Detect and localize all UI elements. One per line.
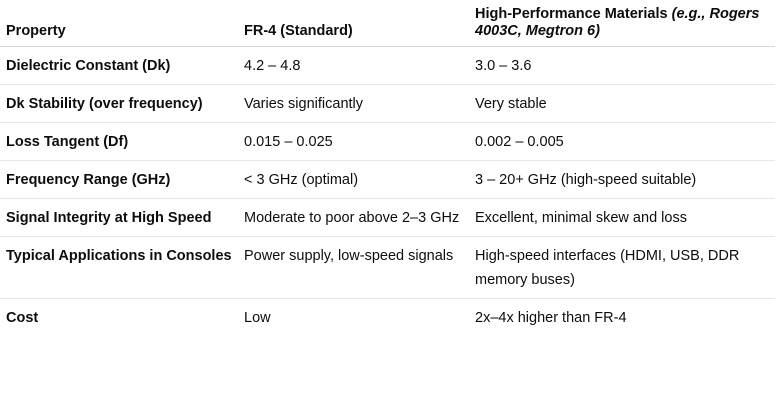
table-row: Loss Tangent (Df) 0.015 – 0.025 0.002 – … [0, 122, 775, 161]
row-fr4-value: < 3 GHz (optimal) [238, 160, 469, 199]
row-fr4-value: Varies significantly [238, 84, 469, 123]
row-property: Frequency Range (GHz) [0, 160, 238, 199]
row-hp-value: 3.0 – 3.6 [469, 46, 775, 85]
row-hp-value: Very stable [469, 84, 775, 123]
header-property: Property [0, 0, 238, 47]
row-property: Dielectric Constant (Dk) [0, 46, 238, 85]
table-row: Cost Low 2x–4x higher than FR-4 [0, 299, 775, 337]
row-fr4-value: 4.2 – 4.8 [238, 46, 469, 85]
row-fr4-value: Moderate to poor above 2–3 GHz [238, 198, 469, 237]
table-header-row: Property FR-4 (Standard) High-Performanc… [0, 0, 775, 47]
row-property: Cost [6, 310, 39, 326]
row-fr4-value: Low [244, 310, 271, 326]
header-fr4: FR-4 (Standard) [238, 0, 469, 47]
table-row: Signal Integrity at High Speed Moderate … [0, 198, 775, 237]
row-property: Signal Integrity at High Speed [0, 198, 238, 237]
table-row: Frequency Range (GHz) < 3 GHz (optimal) … [0, 160, 775, 199]
table-row: Dk Stability (over frequency) Varies sig… [0, 84, 775, 123]
comparison-table: Property FR-4 (Standard) High-Performanc… [0, 0, 775, 337]
row-hp-value: 2x–4x higher than FR-4 [475, 310, 627, 326]
header-hp-note: (e.g., Rogers 4003C, Megtron 6) [475, 6, 760, 39]
row-property: Typical Applications in Consoles [0, 236, 238, 299]
header-high-performance: High-Performance Materials (e.g., Rogers… [469, 0, 775, 47]
row-fr4-value: 0.015 – 0.025 [238, 122, 469, 161]
row-hp-value: 0.002 – 0.005 [469, 122, 775, 161]
row-property: Dk Stability (over frequency) [0, 84, 238, 123]
table-row: Typical Applications in Consoles Power s… [0, 236, 775, 299]
row-hp-value: 3 – 20+ GHz (high-speed suitable) [469, 160, 775, 199]
row-property: Loss Tangent (Df) [0, 122, 238, 161]
table-row: Dielectric Constant (Dk) 4.2 – 4.8 3.0 –… [0, 46, 775, 85]
row-fr4-value: Power supply, low-speed signals [238, 236, 469, 299]
row-hp-value: Excellent, minimal skew and loss [469, 198, 775, 237]
header-hp-main: High-Performance Materials [475, 6, 668, 22]
row-hp-value: High-speed interfaces (HDMI, USB, DDR me… [469, 236, 775, 299]
